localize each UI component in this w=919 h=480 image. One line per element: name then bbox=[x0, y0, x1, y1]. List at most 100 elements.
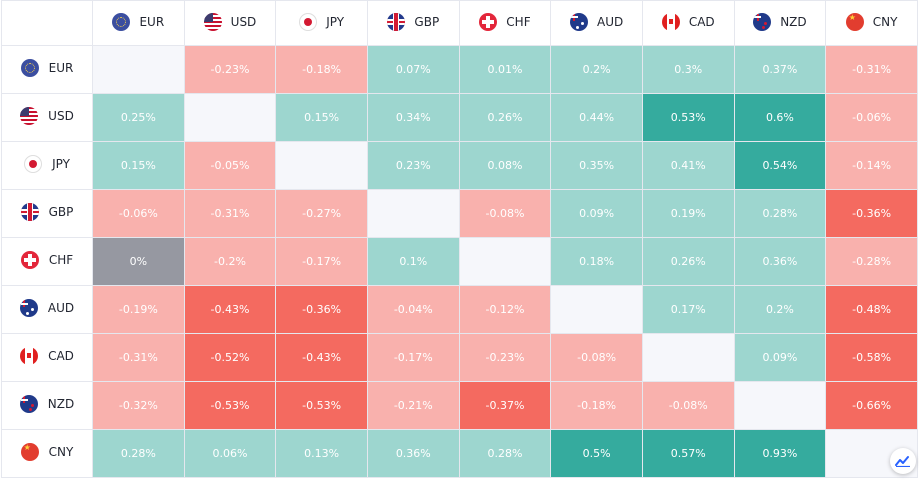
heatmap-cell-nzd-chf[interactable]: -0.37% bbox=[458, 381, 552, 430]
heatmap-cell-jpy-eur[interactable]: 0.15% bbox=[92, 141, 185, 190]
currency-code-label: CAD bbox=[48, 349, 74, 363]
heatmap-cell-cny-usd[interactable]: 0.06% bbox=[183, 429, 277, 478]
column-header-gbp: GBP bbox=[366, 0, 460, 46]
tradingview-logo-button[interactable] bbox=[890, 448, 916, 474]
heatmap-cell-jpy-chf[interactable]: 0.08% bbox=[458, 141, 552, 190]
new-zealand-flag-icon bbox=[19, 395, 38, 413]
heatmap-cell-nzd-cad[interactable]: -0.08% bbox=[641, 381, 735, 430]
heatmap-cell-eur-nzd[interactable]: 0.37% bbox=[733, 45, 827, 94]
japan-flag-icon bbox=[299, 12, 318, 31]
heatmap-cell-eur-jpy[interactable]: -0.18% bbox=[275, 45, 368, 94]
heatmap-cell-jpy-cad[interactable]: 0.41% bbox=[641, 141, 735, 190]
heatmap-cell-empty bbox=[183, 93, 277, 142]
heatmap-cell-usd-chf[interactable]: 0.26% bbox=[458, 93, 552, 142]
heatmap-cell-gbp-chf[interactable]: -0.08% bbox=[458, 189, 552, 238]
heatmap-cell-chf-usd[interactable]: -0.2% bbox=[183, 237, 277, 286]
heatmap-cell-gbp-cny[interactable]: -0.36% bbox=[825, 189, 918, 238]
heatmap-cell-aud-usd[interactable]: -0.43% bbox=[183, 285, 277, 334]
heatmap-cell-gbp-usd[interactable]: -0.31% bbox=[183, 189, 277, 238]
heatmap-cell-usd-aud[interactable]: 0.44% bbox=[550, 93, 643, 142]
australia-flag-icon bbox=[569, 12, 588, 31]
heatmap-cell-jpy-cny[interactable]: -0.14% bbox=[825, 141, 918, 190]
heatmap-cell-gbp-jpy[interactable]: -0.27% bbox=[275, 189, 368, 238]
heatmap-cell-eur-cny[interactable]: -0.31% bbox=[825, 45, 918, 94]
heatmap-cell-usd-cny[interactable]: -0.06% bbox=[825, 93, 918, 142]
canada-flag-icon bbox=[661, 12, 680, 31]
heatmap-cell-jpy-gbp[interactable]: 0.23% bbox=[366, 141, 460, 190]
heatmap-cell-usd-gbp[interactable]: 0.34% bbox=[366, 93, 460, 142]
heatmap-cell-gbp-aud[interactable]: 0.09% bbox=[550, 189, 643, 238]
heatmap-cell-nzd-eur[interactable]: -0.32% bbox=[92, 381, 185, 430]
heatmap-cell-nzd-aud[interactable]: -0.18% bbox=[550, 381, 643, 430]
heatmap-cell-cny-eur[interactable]: 0.28% bbox=[92, 429, 185, 478]
heatmap-cell-gbp-eur[interactable]: -0.06% bbox=[92, 189, 185, 238]
heatmap-cell-eur-chf[interactable]: 0.01% bbox=[458, 45, 552, 94]
currency-code-label: NZD bbox=[47, 397, 75, 411]
heatmap-cell-cny-nzd[interactable]: 0.93% bbox=[733, 429, 827, 478]
heatmap-row-eur: EUR -0.23% -0.18% 0.07% 0.01% 0.2% 0.3% 0.37% -0… bbox=[1, 45, 918, 94]
heatmap-cell-cny-gbp[interactable]: 0.36% bbox=[366, 429, 460, 478]
heatmap-cell-cad-chf[interactable]: -0.23% bbox=[458, 333, 552, 382]
heatmap-cell-nzd-gbp[interactable]: -0.21% bbox=[366, 381, 460, 430]
heatmap-cell-jpy-aud[interactable]: 0.35% bbox=[550, 141, 643, 190]
heatmap-cell-cny-cad[interactable]: 0.57% bbox=[641, 429, 735, 478]
heatmap-cell-cad-cny[interactable]: -0.58% bbox=[825, 333, 918, 382]
currency-code-label: CNY bbox=[872, 14, 898, 29]
heatmap-row-nzd: NZD -0.32% -0.53% -0.53% -0.21% -0.37% -0.18% -… bbox=[1, 381, 918, 430]
heatmap-cell-aud-nzd[interactable]: 0.2% bbox=[733, 285, 827, 334]
heatmap-cell-cad-nzd[interactable]: 0.09% bbox=[733, 333, 827, 382]
heatmap-cell-cad-jpy[interactable]: -0.43% bbox=[275, 333, 368, 382]
heatmap-cell-chf-gbp[interactable]: 0.1% bbox=[366, 237, 460, 286]
switzerland-flag-icon bbox=[479, 12, 498, 31]
heatmap-cell-cad-eur[interactable]: -0.31% bbox=[92, 333, 185, 382]
heatmap-cell-jpy-usd[interactable]: -0.05% bbox=[183, 141, 277, 190]
heatmap-cell-cny-jpy[interactable]: 0.13% bbox=[275, 429, 368, 478]
heatmap-cell-usd-cad[interactable]: 0.53% bbox=[641, 93, 735, 142]
heatmap-cell-aud-chf[interactable]: -0.12% bbox=[458, 285, 552, 334]
row-header-content: USD bbox=[20, 107, 74, 125]
heatmap-cell-usd-nzd[interactable]: 0.6% bbox=[733, 93, 827, 142]
uk-flag-icon bbox=[20, 203, 39, 221]
heatmap-cell-usd-eur[interactable]: 0.25% bbox=[92, 93, 185, 142]
heatmap-cell-chf-cny[interactable]: -0.28% bbox=[825, 237, 918, 286]
currency-code-label: USD bbox=[230, 14, 257, 29]
currency-code-label: CAD bbox=[688, 14, 715, 29]
heatmap-cell-jpy-nzd[interactable]: 0.54% bbox=[733, 141, 827, 190]
eu-flag-icon bbox=[112, 12, 131, 31]
heatmap-cell-chf-nzd[interactable]: 0.36% bbox=[733, 237, 827, 286]
heatmap-cell-chf-cad[interactable]: 0.26% bbox=[641, 237, 735, 286]
heatmap-cell-cny-chf[interactable]: 0.28% bbox=[458, 429, 552, 478]
heatmap-cell-nzd-jpy[interactable]: -0.53% bbox=[275, 381, 368, 430]
heatmap-cell-chf-eur[interactable]: 0% bbox=[92, 237, 185, 286]
heatmap-cell-nzd-cny[interactable]: -0.66% bbox=[825, 381, 918, 430]
heatmap-row-aud: AUD -0.19% -0.43% -0.36% -0.04% -0.12% 0.17% 0.… bbox=[1, 285, 918, 334]
heatmap-cell-aud-cny[interactable]: -0.48% bbox=[825, 285, 918, 334]
heatmap-cell-cad-aud[interactable]: -0.08% bbox=[550, 333, 643, 382]
currency-code-label: CNY bbox=[48, 445, 74, 459]
heatmap-cell-cny-aud[interactable]: 0.5% bbox=[550, 429, 643, 478]
currency-code-label: EUR bbox=[48, 61, 74, 75]
heatmap-cell-aud-eur[interactable]: -0.19% bbox=[92, 285, 185, 334]
heatmap-cell-usd-jpy[interactable]: 0.15% bbox=[275, 93, 368, 142]
heatmap-cell-aud-jpy[interactable]: -0.36% bbox=[275, 285, 368, 334]
heatmap-cell-chf-aud[interactable]: 0.18% bbox=[550, 237, 643, 286]
heatmap-cell-chf-jpy[interactable]: -0.17% bbox=[275, 237, 368, 286]
heatmap-cell-nzd-usd[interactable]: -0.53% bbox=[183, 381, 277, 430]
heatmap-cell-empty bbox=[366, 189, 460, 238]
currency-code-label: USD bbox=[48, 109, 74, 123]
row-header-aud: AUD bbox=[1, 285, 93, 334]
heatmap-cell-eur-usd[interactable]: -0.23% bbox=[183, 45, 277, 94]
heatmap-cell-eur-cad[interactable]: 0.3% bbox=[641, 45, 735, 94]
heatmap-cell-gbp-nzd[interactable]: 0.28% bbox=[733, 189, 827, 238]
heatmap-cell-aud-gbp[interactable]: -0.04% bbox=[366, 285, 460, 334]
heatmap-cell-gbp-cad[interactable]: 0.19% bbox=[641, 189, 735, 238]
heatmap-cell-cad-gbp[interactable]: -0.17% bbox=[366, 333, 460, 382]
heatmap-cell-cad-usd[interactable]: -0.52% bbox=[183, 333, 277, 382]
heatmap-cell-empty bbox=[458, 237, 552, 286]
column-header-content: USD bbox=[203, 12, 257, 31]
heatmap-cell-eur-gbp[interactable]: 0.07% bbox=[366, 45, 460, 94]
heatmap-cell-aud-cad[interactable]: 0.17% bbox=[641, 285, 735, 334]
row-header-gbp: GBP bbox=[1, 189, 93, 238]
heatmap-cell-eur-aud[interactable]: 0.2% bbox=[550, 45, 643, 94]
row-header-eur: EUR bbox=[1, 45, 93, 94]
